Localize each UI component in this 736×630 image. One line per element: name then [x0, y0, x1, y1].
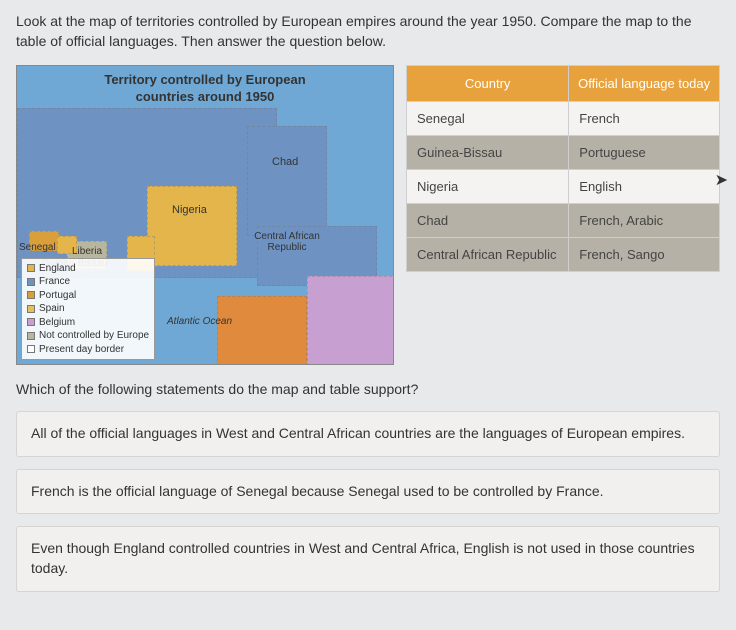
table-row: ChadFrench, Arabic — [407, 204, 720, 238]
legend-label: Belgium — [39, 316, 75, 330]
label-liberia: Liberia — [72, 246, 102, 257]
question-text: Which of the following statements do the… — [16, 381, 720, 397]
table-row: NigeriaEnglish — [407, 170, 720, 204]
language-table: Country Official language today SenegalF… — [406, 65, 720, 272]
th-country: Country — [407, 66, 569, 102]
legend-label: England — [39, 262, 76, 276]
instructions-text: Look at the map of territories controlle… — [16, 12, 720, 51]
answer-option-1[interactable]: French is the official language of Seneg… — [16, 469, 720, 515]
cell: Portuguese — [569, 136, 720, 170]
legend-label: France — [39, 275, 70, 289]
cell: Chad — [407, 204, 569, 238]
cell: English — [569, 170, 720, 204]
th-lang: Official language today — [569, 66, 720, 102]
answer-option-2[interactable]: Even though England controlled countries… — [16, 526, 720, 591]
legend-label: Portugal — [39, 289, 76, 303]
map-title: Territory controlled by European countri… — [17, 72, 393, 106]
legend-item: Spain — [27, 302, 149, 316]
label-nigeria: Nigeria — [172, 204, 207, 216]
cursor-icon: ➤ — [715, 170, 728, 190]
map-legend: England France Portugal Spain Belgium No… — [21, 258, 155, 361]
cell: Guinea-Bissau — [407, 136, 569, 170]
label-senegal: Senegal — [19, 242, 56, 253]
land-belgium — [307, 276, 394, 365]
cell: Central African Republic — [407, 238, 569, 272]
legend-item: Not controlled by Europe — [27, 329, 149, 343]
cell: French, Arabic — [569, 204, 720, 238]
legend-item: Belgium — [27, 316, 149, 330]
table-row: Central African RepublicFrench, Sango — [407, 238, 720, 272]
label-car: Central African Republic — [242, 231, 332, 253]
cell: French, Sango — [569, 238, 720, 272]
label-chad: Chad — [272, 156, 298, 168]
legend-item: France — [27, 275, 149, 289]
legend-label: Not controlled by Europe — [39, 329, 149, 343]
cell: French — [569, 102, 720, 136]
map-title-2: countries around 1950 — [136, 89, 275, 104]
land-nigeria — [147, 186, 237, 266]
legend-item: England — [27, 262, 149, 276]
legend-label: Spain — [39, 302, 65, 316]
table-row: SenegalFrench — [407, 102, 720, 136]
legend-label: Present day border — [39, 343, 124, 357]
map-title-1: Territory controlled by European — [104, 72, 305, 87]
cell: Nigeria — [407, 170, 569, 204]
table-body: SenegalFrench Guinea-BissauPortuguese Ni… — [407, 102, 720, 272]
cell: Senegal — [407, 102, 569, 136]
legend-item: Present day border — [27, 343, 149, 357]
land-chad — [247, 126, 327, 236]
table-row: Guinea-BissauPortuguese — [407, 136, 720, 170]
land-orange — [217, 296, 307, 365]
label-ocean: Atlantic Ocean — [167, 316, 232, 327]
legend-item: Portugal — [27, 289, 149, 303]
map: Territory controlled by European countri… — [16, 65, 394, 365]
content-row: Territory controlled by European countri… — [16, 65, 720, 365]
answer-option-0[interactable]: All of the official languages in West an… — [16, 411, 720, 457]
